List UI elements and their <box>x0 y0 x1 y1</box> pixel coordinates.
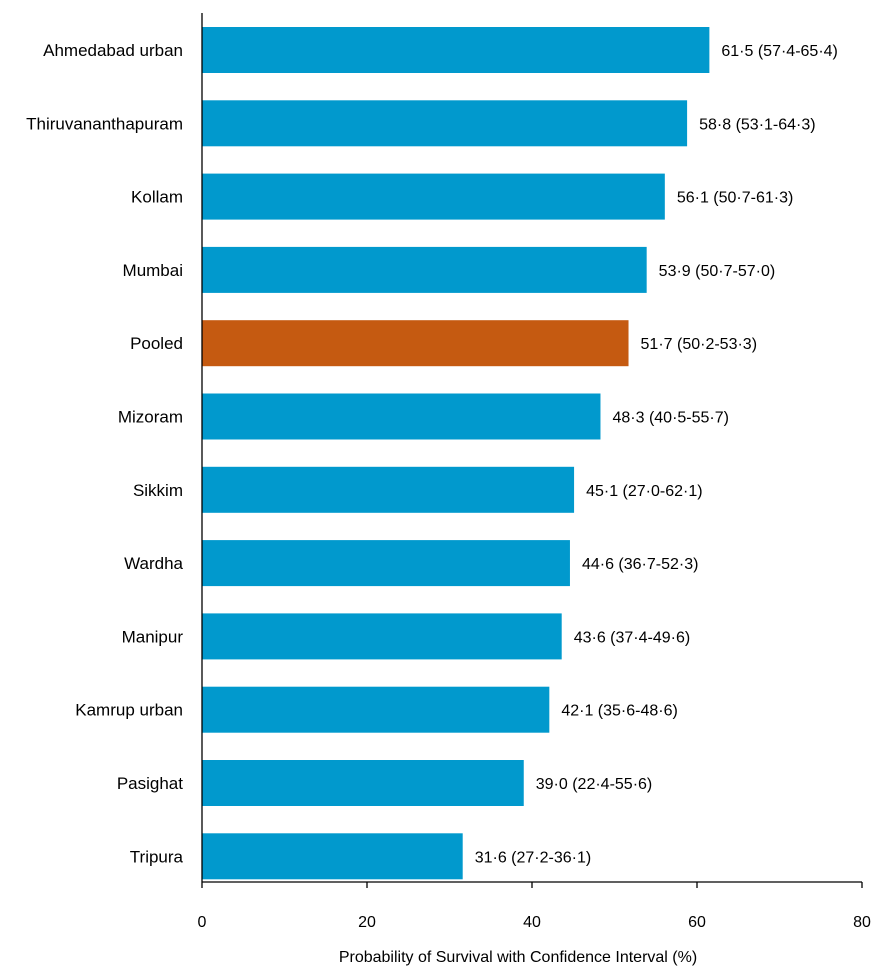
value-label-wardha: 44·6 (36·7-52·3) <box>582 556 699 573</box>
value-label-manipur: 43·6 (37·4-49·6) <box>574 629 691 646</box>
value-label-tripura: 31·6 (27·2-36·1) <box>475 849 592 866</box>
category-label-pooled: Pooled <box>130 334 183 353</box>
x-tick-label-80: 80 <box>853 914 871 931</box>
value-label-thiruvananthapuram: 58·8 (53·1-64·3) <box>699 116 816 133</box>
value-label-kamrup-urban: 42·1 (35·6-48·6) <box>561 703 678 720</box>
bar-ahmedabad-urban <box>202 27 710 73</box>
category-label-tripura: Tripura <box>130 847 184 866</box>
value-labels: 61·5 (57·4-65·4) 58·8 (53·1-64·3) 56·1 (50… <box>475 43 838 866</box>
category-label-wardha: Wardha <box>124 554 183 573</box>
x-ticks: 0 20 40 60 80 <box>198 882 871 931</box>
bar-mizoram <box>202 393 601 440</box>
value-label-pooled: 51·7 (50·2-53·3) <box>641 336 758 353</box>
bar-tripura <box>202 833 463 880</box>
category-label-sikkim: Sikkim <box>133 481 183 500</box>
bar-wardha <box>202 540 570 587</box>
value-label-ahmedabad-urban: 61·5 (57·4-65·4) <box>721 43 838 60</box>
category-labels: Ahmedabad urban Thiruvananthapuram Kollam M… <box>26 41 183 866</box>
category-label-kamrup-urban: Kamrup urban <box>75 701 183 720</box>
category-label-kollam: Kollam <box>131 188 183 207</box>
bar-thiruvananthapuram <box>202 100 688 147</box>
category-label-ahmedabad-urban: Ahmedabad urban <box>43 41 183 60</box>
x-tick-label-0: 0 <box>198 914 207 931</box>
bar-pooled <box>202 320 629 367</box>
value-label-kollam: 56·1 (50·7-61·3) <box>677 190 794 207</box>
value-label-mizoram: 48·3 (40·5-55·7) <box>612 410 729 427</box>
value-label-pasighat: 39·0 (22·4-55·6) <box>536 776 653 793</box>
value-label-sikkim: 45·1 (27·0-62·1) <box>586 483 703 500</box>
x-tick-label-60: 60 <box>688 914 706 931</box>
category-label-manipur: Manipur <box>122 627 184 646</box>
x-tick-label-20: 20 <box>358 914 376 931</box>
x-tick-label-40: 40 <box>523 914 541 931</box>
category-label-mizoram: Mizoram <box>118 408 183 427</box>
bars-group <box>202 27 710 880</box>
category-label-thiruvananthapuram: Thiruvananthapuram <box>26 114 183 133</box>
category-label-pasighat: Pasighat <box>117 774 183 793</box>
bar-kamrup-urban <box>202 686 550 733</box>
bar-pasighat <box>202 760 524 806</box>
category-label-mumbai: Mumbai <box>123 261 183 280</box>
value-label-mumbai: 53·9 (50·7-57·0) <box>659 263 776 280</box>
x-axis-title: Probability of Survival with Confidence … <box>339 949 697 966</box>
bar-sikkim <box>202 466 575 513</box>
bar-kollam <box>202 173 665 220</box>
bar-mumbai <box>202 246 647 293</box>
bar-manipur <box>202 613 562 660</box>
